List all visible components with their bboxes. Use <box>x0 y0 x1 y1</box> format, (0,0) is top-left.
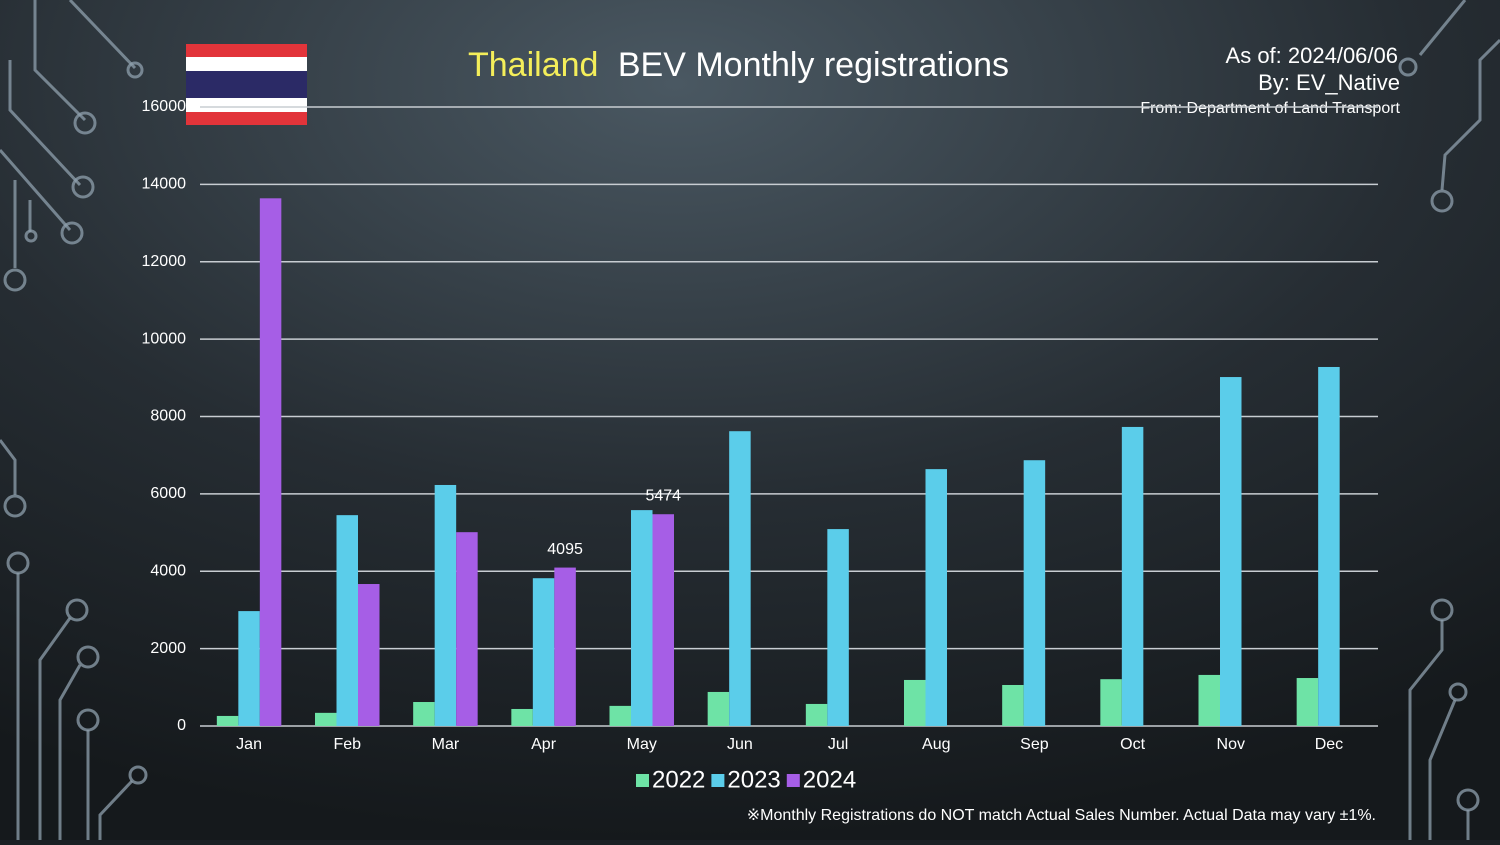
data-label: 5474 <box>645 487 681 504</box>
x-tick-label: Oct <box>1120 736 1145 753</box>
x-tick-label: Dec <box>1315 736 1343 753</box>
x-tick-label: Jan <box>236 736 262 753</box>
bar <box>1220 377 1242 726</box>
bar <box>652 514 674 726</box>
chart-title: Thailand BEV Monthly registrations <box>468 46 1009 84</box>
x-tick-label: Mar <box>432 736 460 753</box>
bar <box>315 712 337 726</box>
bar <box>358 584 380 726</box>
bar <box>554 567 576 726</box>
x-tick-label: Jul <box>828 736 848 753</box>
bar <box>729 431 751 726</box>
x-tick-label: Nov <box>1217 736 1245 753</box>
legend-swatch <box>786 774 800 787</box>
bar <box>904 679 926 726</box>
bar <box>216 715 239 726</box>
bar <box>827 529 849 726</box>
bar <box>238 611 260 726</box>
bar <box>1121 426 1144 726</box>
bar <box>609 705 631 726</box>
author: By: EV_Native <box>1258 70 1400 95</box>
footnote: ※Monthly Registrations do NOT match Actu… <box>747 807 1376 824</box>
title-rest: BEV Monthly registrations <box>618 46 1009 84</box>
y-tick-label: 16000 <box>142 98 187 115</box>
x-tick-label: May <box>627 736 657 753</box>
legend-label: 2023 <box>727 766 780 793</box>
x-tick-label: Jun <box>727 736 753 753</box>
bar <box>413 702 435 726</box>
y-tick-label: 4000 <box>150 562 186 579</box>
bar <box>1023 460 1046 726</box>
legend-label: 2022 <box>652 766 705 793</box>
bar <box>1318 366 1340 726</box>
source: From: Department of Land Transport <box>1140 100 1400 117</box>
thai-flag <box>186 44 307 125</box>
legend-swatch <box>636 774 649 787</box>
y-tick-label: 8000 <box>150 408 186 425</box>
bar <box>1002 684 1024 726</box>
bar <box>1100 679 1122 726</box>
bar <box>259 198 282 727</box>
legend-swatch <box>711 774 725 787</box>
bar <box>631 510 653 726</box>
x-tick-label: Aug <box>922 736 950 753</box>
bar <box>434 484 457 726</box>
bar <box>456 532 478 726</box>
bar <box>511 708 533 726</box>
bar <box>1198 674 1220 726</box>
bar <box>532 578 555 726</box>
y-tick-label: 12000 <box>142 253 187 270</box>
y-tick-label: 6000 <box>150 485 186 502</box>
data-label: 4095 <box>547 541 583 558</box>
y-tick-label: 2000 <box>150 640 186 657</box>
y-tick-label: 0 <box>177 717 186 734</box>
bar <box>925 469 947 726</box>
legend-label: 2024 <box>803 766 856 793</box>
y-tick-label: 14000 <box>142 176 187 193</box>
x-tick-label: Apr <box>531 736 557 753</box>
bar <box>707 691 730 726</box>
bar <box>1296 678 1319 726</box>
title-highlight: Thailand <box>468 46 598 84</box>
y-tick-label: 10000 <box>142 330 187 347</box>
bar <box>336 515 358 726</box>
bar <box>805 703 828 726</box>
x-tick-label: Sep <box>1020 736 1049 753</box>
x-tick-label: Feb <box>333 736 361 753</box>
as-of: As of: 2024/06/06 <box>1226 43 1398 68</box>
